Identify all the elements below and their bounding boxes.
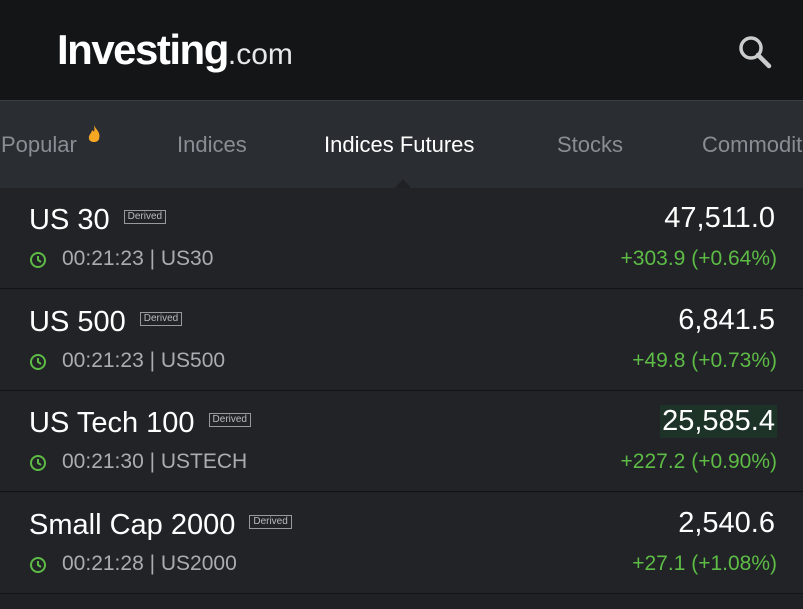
tab[interactable]: Indices: [177, 132, 247, 157]
name-text: US 30: [29, 204, 110, 236]
logo-name: Investing: [57, 26, 229, 73]
derived-badge: Derived: [249, 514, 292, 529]
change: +227.2 (+0.90%): [620, 450, 777, 473]
clock-icon: [30, 455, 46, 471]
name-text: US Tech 100: [29, 407, 195, 439]
time-symbol: 00:21:28 | US2000: [62, 551, 237, 575]
instrument-row[interactable]: US Tech 100 Derived 00:21:30 | USTECH 25,58…: [0, 391, 803, 492]
price: 6,841.5: [678, 303, 775, 336]
derived-badge: Derived: [139, 311, 183, 326]
fire-icon: [88, 125, 100, 142]
tab-bar: Popular Indices Indices Futures Stocks C…: [0, 100, 803, 188]
instrument-row[interactable]: US 500 Derived 00:21:23 | US500 6,841.5 +49.…: [0, 289, 803, 391]
derived-badge: Derived: [208, 413, 251, 428]
time-symbol: 00:21:23 | US30: [62, 247, 214, 270]
change: +49.8 (+0.73%): [632, 348, 777, 372]
clock-icon: [30, 252, 46, 268]
change: +303.9 (+0.64%): [620, 247, 777, 270]
instrument-name: US Tech 100 Derived: [29, 407, 251, 440]
time-symbol: 00:21:23 | US500: [62, 348, 226, 372]
instrument-name: US 500 Derived: [29, 305, 183, 339]
price: 25,585.4: [660, 405, 777, 438]
tab-label: Popular: [1, 132, 77, 157]
instrument-name: Small Cap 2000 Derived: [29, 509, 292, 542]
price: 2,540.6: [678, 506, 775, 539]
change: +27.1 (+1.08%): [632, 551, 777, 575]
active-tab-indicator: [395, 179, 411, 188]
name-text: US 500: [29, 305, 126, 338]
instrument-name: US 30 Derived: [29, 204, 167, 237]
derived-badge: Derived: [123, 210, 167, 225]
price: 47,511.0: [664, 202, 775, 234]
header: Investing.com: [0, 0, 803, 100]
search-icon[interactable]: [736, 33, 774, 71]
tab[interactable]: Commodities: [702, 132, 803, 157]
tab[interactable]: Stocks: [557, 132, 624, 157]
clock-icon: [30, 556, 46, 573]
logo[interactable]: Investing.com: [57, 26, 293, 74]
tab[interactable]: Popular: [1, 125, 100, 158]
tab[interactable]: Indices Futures: [324, 132, 475, 157]
clock-icon: [30, 353, 46, 370]
logo-suffix: .com: [227, 38, 293, 71]
instrument-row[interactable]: Small Cap 2000 Derived 00:21:28 | US2000 2,…: [0, 492, 803, 594]
instrument-row[interactable]: US 30 Derived 00:21:23 | US30 47,511.0 +303.…: [0, 188, 803, 289]
name-text: Small Cap 2000: [29, 508, 236, 541]
time-symbol: 00:21:30 | USTECH: [62, 450, 248, 473]
